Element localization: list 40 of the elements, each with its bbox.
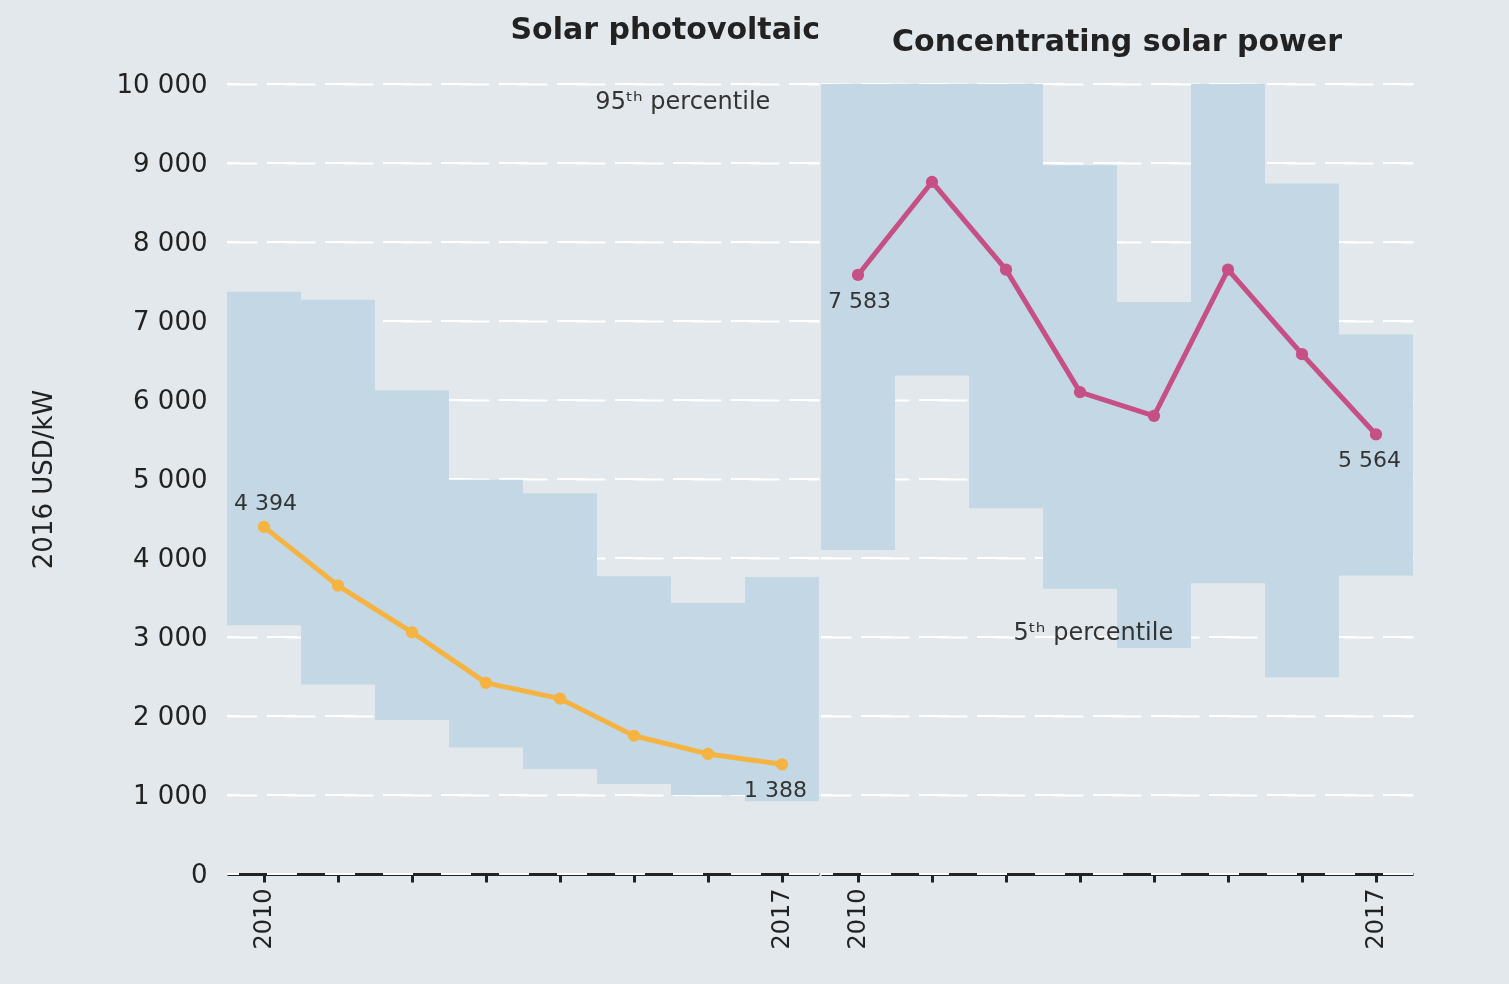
y-tick-label: 8 000 [133,226,208,257]
x-tick-label: 2017 [1361,888,1389,950]
point [479,676,493,689]
point [999,263,1013,276]
point [1221,263,1235,276]
point [1073,385,1087,399]
y-tick-label: 2 000 [133,700,208,731]
data-label: 5 564 [1338,447,1401,473]
data-label: 7 583 [828,287,891,313]
point [701,747,715,761]
point [851,268,865,282]
annotation: 5ᵗʰ percentile [1013,618,1174,647]
point [627,729,641,742]
data-label: 1 388 [744,777,807,803]
point [257,520,271,533]
point [925,175,939,189]
point [1147,409,1161,422]
y-tick-label: 0 [190,858,208,889]
y-tick-label: 4 000 [133,542,208,573]
annotation: 95ᵗʰ percentile [595,87,771,115]
chart-title: Solar photovoltaic [510,11,820,46]
y-tick-label: 1 000 [133,779,208,810]
y-axis-title: 2016 USD/kW [27,389,58,570]
y-tick-label: 7 000 [133,305,208,336]
x-tick-label: 2010 [249,888,277,950]
point [1295,348,1309,361]
y-tick-label: 6 000 [133,384,208,415]
point [331,579,345,592]
point [553,692,567,705]
y-tick-label: 9 000 [133,147,208,178]
y-tick-label: 3 000 [133,621,208,652]
point [1369,428,1383,441]
x-tick-label: 2010 [843,888,871,950]
point [775,758,789,771]
point [405,626,419,639]
chart-title: Concentrating solar power [892,23,1343,58]
y-tick-label: 10 000 [116,68,208,99]
x-tick-label: 2017 [767,888,795,950]
data-label: 4 394 [234,489,297,515]
y-tick-label: 5 000 [133,463,208,494]
